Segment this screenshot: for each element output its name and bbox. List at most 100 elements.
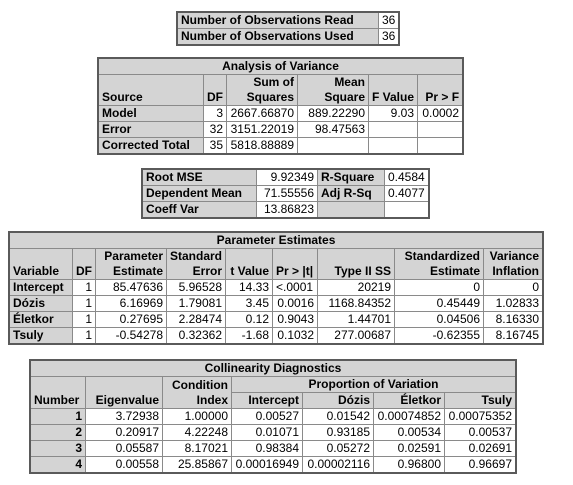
column-header: Tsuly [444,392,517,409]
header-line: Sum of [253,75,294,89]
table-title: Parameter Estimates [8,231,544,249]
cell-ms [297,137,369,155]
table-row: Model 3 2667.66870 889.22290 9.03 0.0002 [97,105,464,122]
cell-f: 9.03 [367,105,419,122]
cell-p-value: 0.0016 [272,295,319,312]
column-header: F Value [367,74,419,106]
column-header: Életkor [373,392,445,409]
column-header: Number [29,376,86,409]
header-row: Source DF Sum of Squares Mean Square F Val… [97,74,464,106]
header-line: Mean [334,75,365,89]
row-label: Root MSE [141,168,257,186]
column-header: Dózis [302,392,374,409]
cell-prop-eletkor: 0.00074852 [373,408,445,425]
cell-condition-index: 8.17021 [162,440,232,457]
cell-standardized: 0.04506 [394,311,485,328]
header-row: Variable DF Parameter Estimate Standard Er… [8,248,544,280]
cell-df: 1 [72,295,96,312]
table-row: 3 0.05587 8.17021 0.98384 0.05272 0.0259… [29,440,517,457]
cell-p [417,137,464,155]
header-line: Parameter [104,249,163,263]
cell-value: 0.4584 [383,168,430,186]
header-line: Square [324,90,365,104]
cell-eigenvalue: 0.20917 [85,424,163,441]
cell-estimate: 6.16969 [95,295,167,312]
cell-standardized: 0 [394,279,485,296]
row-label: Intercept [8,279,73,296]
cell-ss: 5818.88889 [226,137,298,155]
header-line: Error [192,264,223,278]
cell-value: 36 [378,28,400,46]
column-header: Intercept [231,392,303,409]
row-label: Adj R-Sq [317,185,385,202]
column-header: DF [72,248,96,280]
observations-table: Number of Observations Read 36 Number of… [176,11,401,46]
cell-eigenvalue: 0.00558 [85,456,163,474]
cell-p-value: 0.9043 [272,311,319,328]
row-label: Dózis [8,295,73,312]
cell-value [383,201,430,219]
row-label [317,201,385,219]
cell-prop-eletkor: 0.96800 [373,456,445,474]
cell-ss: 2667.66870 [226,105,298,122]
header-line: Index [196,393,228,407]
cell-df: 1 [72,279,96,296]
column-header: Sum of Squares [226,74,298,106]
cell-value: 9.92349 [256,168,318,186]
cell-estimate: 85.47636 [95,279,167,296]
cell-prop-intercept: 0.01071 [231,424,303,441]
cell-prop-intercept: 0.00016949 [231,456,303,474]
column-header: Standard Error [165,248,227,280]
column-header: Variable [8,248,73,280]
cell-standardized: 0.45449 [394,295,485,312]
cell-standardized: -0.62355 [394,327,485,345]
row-label: Corrected Total [97,137,204,155]
column-header: Type II SS [317,248,396,280]
cell-p: 0.0002 [417,105,464,122]
cell-estimate: 0.27695 [95,311,167,328]
table-row: 4 0.00558 25.85867 0.00016949 0.00002116… [29,456,517,474]
cell-prop-dozis: 0.01542 [302,408,374,425]
cell-prop-tsuly: 0.00537 [444,424,517,441]
cell-df: 35 [203,137,227,155]
cell-prop-intercept: 0.98384 [231,440,303,457]
cell-type2-ss: 1168.84352 [317,295,396,312]
cell-t-value: 3.45 [225,295,274,312]
cell-std-error: 5.96528 [165,279,227,296]
cell-prop-eletkor: 0.00534 [373,424,445,441]
cell-std-error: 1.79081 [165,295,227,312]
table-row: Intercept 1 85.47636 5.96528 14.33 <.000… [8,279,544,296]
cell-eigenvalue: 0.05587 [85,440,163,457]
table-title: Analysis of Variance [97,57,464,75]
cell-prop-dozis: 0.00002116 [302,456,374,474]
cell-condition-index: 1.00000 [162,408,232,425]
table-row: 1 3.72938 1.00000 0.00527 0.01542 0.0007… [29,408,517,425]
cell-condition-index: 4.22248 [162,424,232,441]
table-row: Coeff Var 13.86823 [141,201,430,219]
column-header: Mean Square [297,74,369,106]
cell-prop-dozis: 0.93185 [302,424,374,441]
header-line: Estimate [112,264,163,278]
cell-vif: 8.16745 [483,327,544,345]
table-row: Number of Observations Used 36 [176,28,400,46]
column-header: Pr > F [417,74,464,106]
cell-df: 32 [203,121,227,138]
row-label: 1 [29,408,86,425]
row-label: Coeff Var [141,201,257,219]
cell-df: 3 [203,105,227,122]
row-label: 2 [29,424,86,441]
anova-table: Analysis of Variance Source DF Sum of Squ… [97,57,465,155]
cell-t-value: -1.68 [225,327,274,345]
cell-prop-tsuly: 0.00075352 [444,408,517,425]
header-line: Condition [172,378,228,392]
cell-p-value: <.0001 [272,279,319,296]
cell-f [367,137,419,155]
fit-statistics-table: Root MSE 9.92349 R-Square 0.4584 Depende… [141,168,430,219]
row-label: 4 [29,456,86,474]
cell-value: 13.86823 [256,201,318,219]
cell-f [367,121,419,138]
cell-prop-eletkor: 0.02591 [373,440,445,457]
cell-ms: 98.47563 [297,121,369,138]
table-row: Tsuly 1 -0.54278 0.32362 -1.68 0.1032 27… [8,327,544,345]
row-label: Model [97,105,204,122]
